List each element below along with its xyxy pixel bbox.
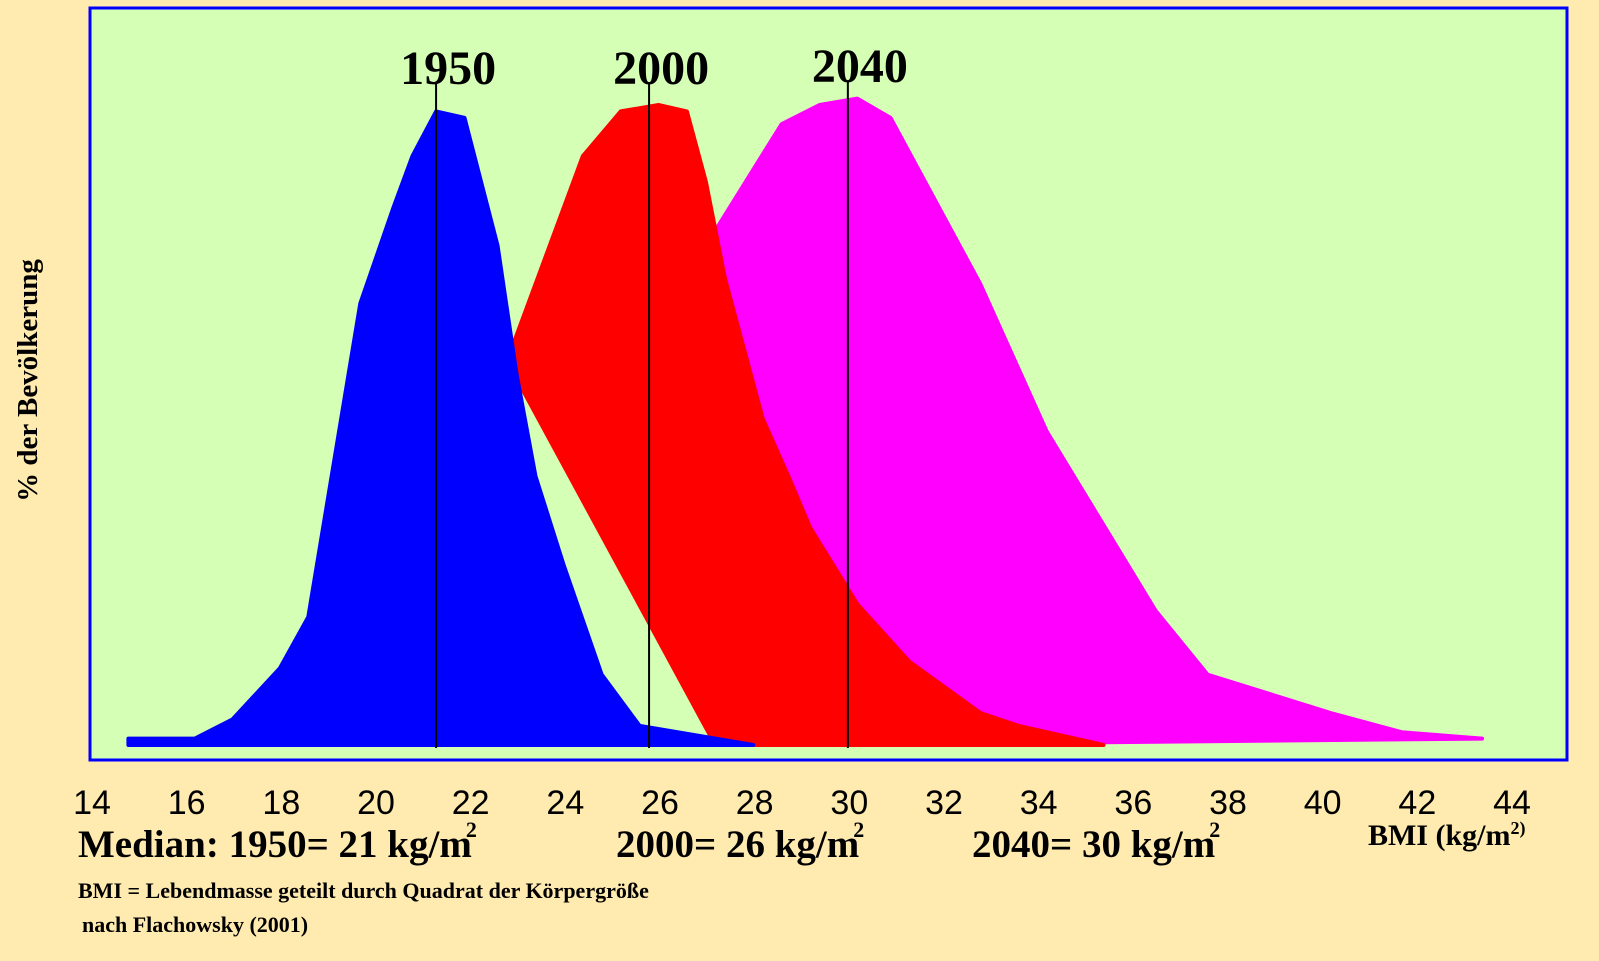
median-2040: 2040= 30 kg/m2 [972, 817, 1221, 866]
x-axis-ticks: 14 16 18 20 22 24 26 28 30 32 34 36 38 40 42 44 [73, 784, 1531, 822]
x-tick-label: 28 [736, 784, 774, 822]
series-label-1950: 1950 [400, 42, 496, 95]
x-tick-label: 42 [1398, 784, 1436, 822]
x-tick-label: 34 [1020, 784, 1058, 822]
y-axis-label: % der Bevölkerung [8, 200, 48, 560]
x-tick-label: 16 [168, 784, 206, 822]
x-tick-label: 20 [357, 784, 395, 822]
x-tick-label: 24 [546, 784, 584, 822]
median-1950: Median: 1950= 21 kg/m2 [78, 817, 477, 866]
x-tick-label: 14 [73, 784, 111, 822]
series-layer [126, 96, 1485, 747]
x-axis-label: BMI (kg/m2) [1368, 818, 1526, 852]
bmi-definition: BMI = Lebendmasse geteilt durch Quadrat … [78, 878, 649, 903]
source-note: nach Flachowsky (2001) [82, 912, 309, 937]
series-area-1950 [126, 109, 756, 747]
x-tick-label: 38 [1209, 784, 1247, 822]
x-tick-label: 18 [262, 784, 300, 822]
x-tick-label: 36 [1114, 784, 1152, 822]
median-lines: 2040 2000 1950 [400, 40, 908, 748]
series-label-2000: 2000 [613, 42, 709, 95]
series-area-2000 [505, 103, 1106, 747]
x-tick-label: 30 [830, 784, 868, 822]
median-2000: 2000= 26 kg/m2 [616, 817, 865, 866]
y-axis-label-text: % der Bevölkerung [11, 258, 44, 502]
series-label-2040: 2040 [812, 40, 908, 93]
x-tick-label: 44 [1493, 784, 1531, 822]
x-tick-label: 26 [641, 784, 679, 822]
x-tick-label: 40 [1304, 784, 1342, 822]
x-tick-label: 22 [452, 784, 490, 822]
x-tick-label: 32 [925, 784, 963, 822]
